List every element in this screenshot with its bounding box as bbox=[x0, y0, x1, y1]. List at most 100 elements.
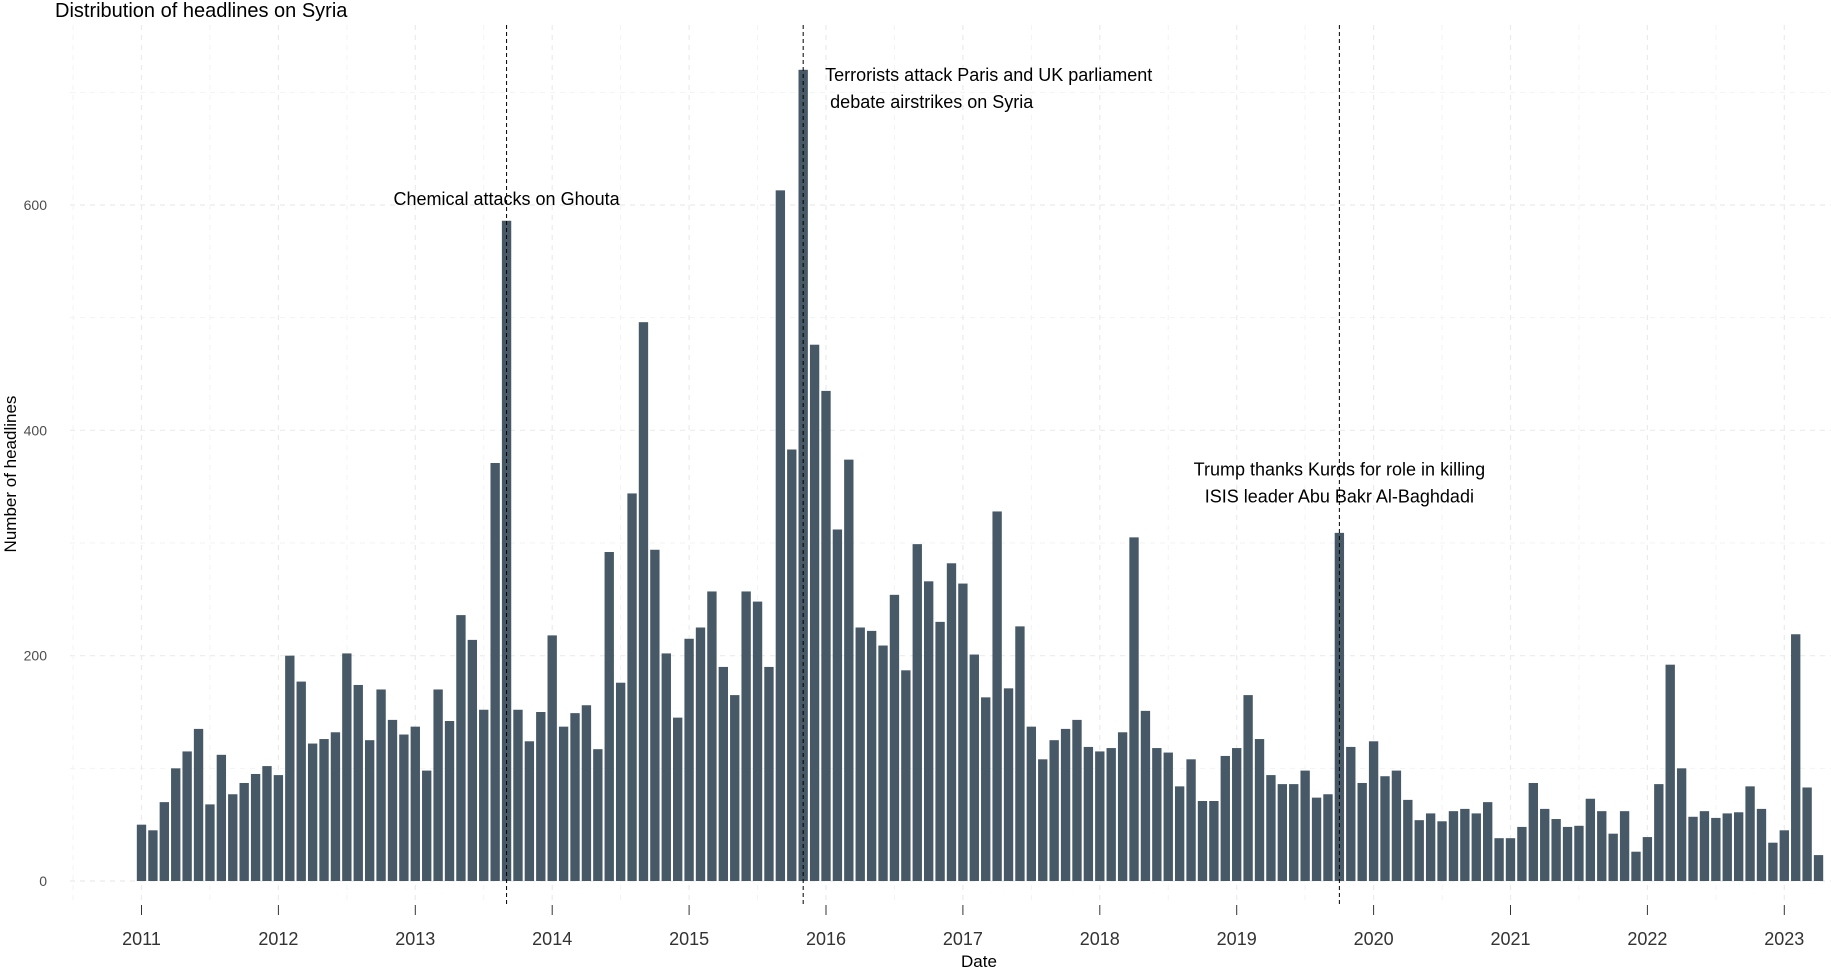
bar bbox=[1779, 830, 1789, 881]
bar bbox=[1152, 748, 1162, 881]
bar bbox=[1425, 813, 1436, 881]
x-axis-label: Date bbox=[961, 952, 997, 971]
bar bbox=[285, 655, 295, 881]
bar bbox=[1733, 812, 1744, 881]
bar bbox=[1688, 816, 1698, 881]
bar bbox=[1174, 786, 1185, 881]
bar bbox=[490, 463, 500, 881]
bar bbox=[1254, 739, 1265, 881]
bar bbox=[1380, 776, 1390, 881]
bar bbox=[1049, 740, 1059, 881]
bar bbox=[1448, 811, 1459, 881]
bar bbox=[1038, 759, 1048, 881]
bar bbox=[171, 768, 181, 881]
bar bbox=[924, 581, 934, 881]
bar bbox=[1460, 808, 1470, 881]
bar bbox=[136, 824, 147, 881]
x-tick-label: 2020 bbox=[1354, 929, 1394, 949]
bar bbox=[467, 639, 478, 881]
x-tick-label: 2018 bbox=[1080, 929, 1120, 949]
y-tick-label: 400 bbox=[24, 422, 48, 438]
bar bbox=[1483, 802, 1493, 881]
bar bbox=[479, 709, 489, 881]
bar bbox=[1368, 741, 1379, 881]
bar bbox=[1346, 746, 1356, 881]
bar bbox=[1585, 798, 1596, 881]
bar bbox=[866, 630, 877, 881]
bar bbox=[239, 782, 249, 881]
y-tick-label: 200 bbox=[24, 648, 48, 664]
bar bbox=[969, 654, 979, 881]
bar bbox=[1791, 634, 1801, 881]
bar bbox=[1756, 808, 1767, 881]
bar bbox=[513, 709, 523, 881]
bar bbox=[399, 734, 409, 881]
event-annotation: Trump thanks Kurds for role in killing bbox=[1194, 459, 1485, 479]
y-axis-label: Number of headlines bbox=[1, 396, 20, 553]
bar bbox=[752, 601, 763, 881]
bar bbox=[1699, 811, 1710, 881]
bar bbox=[615, 682, 626, 881]
bar bbox=[1209, 801, 1219, 881]
y-tick-label: 600 bbox=[24, 197, 48, 213]
bar bbox=[536, 712, 546, 881]
bar bbox=[1129, 537, 1139, 881]
bar bbox=[1403, 799, 1413, 881]
bar bbox=[1117, 732, 1128, 881]
bar bbox=[684, 638, 694, 881]
bar bbox=[1277, 784, 1288, 881]
bar bbox=[958, 583, 968, 881]
x-tick-label: 2022 bbox=[1627, 929, 1667, 949]
bar bbox=[650, 549, 660, 881]
bar bbox=[1471, 813, 1481, 881]
chart-title: Distribution of headlines on Syria bbox=[55, 0, 348, 22]
bar bbox=[1003, 688, 1014, 881]
bar bbox=[809, 344, 820, 882]
bar bbox=[273, 775, 284, 881]
bar bbox=[1072, 719, 1082, 881]
bar bbox=[364, 740, 375, 881]
bar bbox=[1540, 808, 1550, 881]
bar bbox=[730, 695, 740, 881]
bar bbox=[570, 713, 580, 881]
bar bbox=[627, 493, 637, 881]
bar bbox=[1722, 813, 1732, 881]
bar bbox=[707, 591, 717, 881]
bar bbox=[821, 390, 831, 881]
bar bbox=[1015, 626, 1025, 881]
bar bbox=[1597, 811, 1607, 881]
bar bbox=[1232, 748, 1242, 881]
bar bbox=[1266, 775, 1276, 881]
bar bbox=[1437, 821, 1447, 881]
bar bbox=[901, 670, 911, 881]
bar bbox=[661, 653, 671, 881]
bar bbox=[1562, 826, 1573, 881]
bar bbox=[1060, 728, 1071, 881]
x-tick-label: 2013 bbox=[395, 929, 435, 949]
bar bbox=[1665, 664, 1675, 881]
bar bbox=[1391, 770, 1402, 881]
bar bbox=[718, 666, 728, 881]
event-annotation: Terrorists attack Paris and UK parliamen… bbox=[825, 65, 1152, 85]
bar bbox=[524, 741, 535, 881]
bar bbox=[1300, 770, 1310, 881]
bar bbox=[342, 653, 352, 881]
bar bbox=[547, 635, 557, 881]
bar bbox=[1654, 784, 1664, 881]
bar bbox=[148, 830, 158, 881]
bar bbox=[159, 802, 169, 881]
bar bbox=[182, 751, 192, 881]
bar bbox=[604, 552, 614, 881]
bar bbox=[1095, 751, 1105, 881]
bar bbox=[1608, 833, 1618, 881]
bar bbox=[1106, 748, 1116, 881]
event-markers: Chemical attacks on Ghouta Terrorists att… bbox=[394, 25, 1485, 905]
bar bbox=[775, 190, 786, 882]
bar bbox=[1243, 695, 1253, 881]
bar bbox=[1802, 787, 1812, 881]
bar bbox=[912, 544, 922, 881]
bar bbox=[1494, 838, 1504, 881]
bar bbox=[844, 459, 854, 881]
bar bbox=[205, 804, 215, 881]
